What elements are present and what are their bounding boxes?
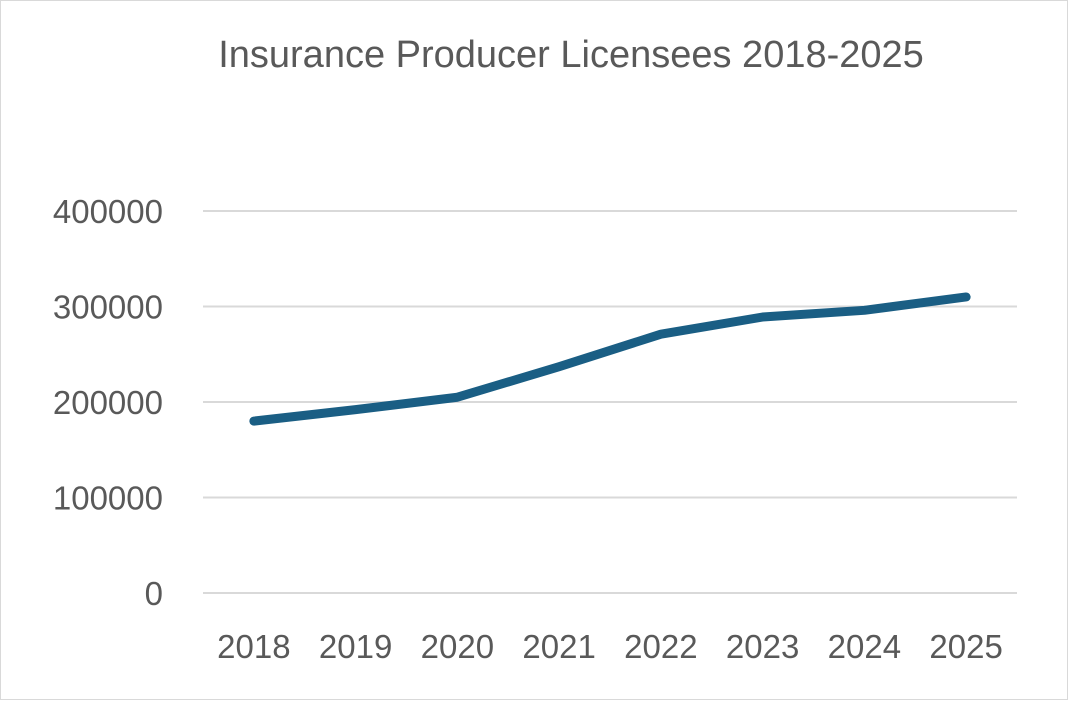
x-axis-tick-labels: 2018 2019 2020 2021 2022 2023 2024 2025 xyxy=(217,628,1003,665)
x-tick-label: 2018 xyxy=(217,628,290,665)
data-point-2025 xyxy=(965,295,968,298)
y-axis-tick-labels: 0 100000 200000 300000 400000 xyxy=(53,193,163,612)
x-tick-label: 2025 xyxy=(929,628,1002,665)
series-layer xyxy=(249,292,971,426)
data-point-2023 xyxy=(761,316,764,319)
data-point-2019 xyxy=(354,408,357,411)
y-tick-label: 200000 xyxy=(53,384,163,421)
gridlines xyxy=(203,210,1017,594)
y-tick-label: 100000 xyxy=(53,480,163,517)
data-point-2021 xyxy=(558,365,561,368)
x-tick-label: 2023 xyxy=(726,628,799,665)
x-tick-label: 2020 xyxy=(421,628,494,665)
data-point-2020 xyxy=(456,396,459,399)
x-tick-label: 2021 xyxy=(522,628,595,665)
x-tick-label: 2022 xyxy=(624,628,697,665)
data-point-2018 xyxy=(252,420,255,423)
data-point-2022 xyxy=(659,333,662,336)
x-tick-label: 2024 xyxy=(828,628,901,665)
data-point-2024 xyxy=(863,309,866,312)
y-tick-label: 400000 xyxy=(53,193,163,230)
x-tick-label: 2019 xyxy=(319,628,392,665)
chart-title: Insurance Producer Licensees 2018-2025 xyxy=(218,34,924,76)
y-tick-label: 300000 xyxy=(53,289,163,326)
y-tick-label: 0 xyxy=(145,575,163,612)
series-line xyxy=(249,292,971,426)
